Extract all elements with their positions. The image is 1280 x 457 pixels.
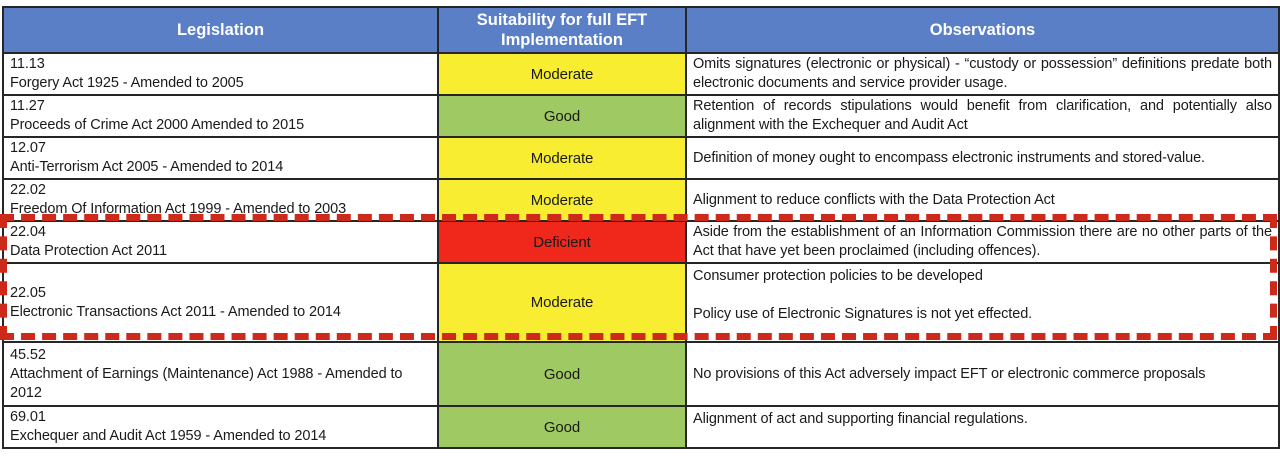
header-legislation: Legislation — [2, 6, 439, 54]
header-suitability: Suitability for full EFT Implementation — [437, 6, 687, 54]
legislation-cell: 45.52 Attachment of Earnings (Maintenanc… — [2, 341, 439, 407]
legislation-cell: 22.05 Electronic Transactions Act 2011 -… — [2, 262, 439, 343]
legislation-cell: 11.27 Proceeds of Crime Act 2000 Amended… — [2, 94, 439, 138]
table-row-highlighted: 22.04 Data Protection Act 2011 Deficient… — [2, 220, 1280, 264]
table-row: 45.52 Attachment of Earnings (Maintenanc… — [2, 341, 1280, 407]
rating-cell: Moderate — [437, 136, 687, 180]
rating-cell: Deficient — [437, 220, 687, 264]
rating-cell: Good — [437, 94, 687, 138]
rating-cell: Moderate — [437, 178, 687, 222]
table-row-highlighted: 22.05 Electronic Transactions Act 2011 -… — [2, 262, 1280, 343]
observation-cell: No provisions of this Act adversely impa… — [685, 341, 1280, 407]
legislation-suitability-table: Legislation Suitability for full EFT Imp… — [2, 6, 1280, 449]
legislation-cell: 22.02 Freedom Of Information Act 1999 - … — [2, 178, 439, 222]
legislation-cell: 22.04 Data Protection Act 2011 — [2, 220, 439, 264]
observation-cell: Omits signatures (electronic or physical… — [685, 52, 1280, 96]
observation-cell: Definition of money ought to encompass e… — [685, 136, 1280, 180]
legislation-cell: 69.01 Exchequer and Audit Act 1959 - Ame… — [2, 405, 439, 449]
table-row: 11.13 Forgery Act 1925 - Amended to 2005… — [2, 52, 1280, 96]
table-row: 12.07 Anti-Terrorism Act 2005 - Amended … — [2, 136, 1280, 180]
table-row: 69.01 Exchequer and Audit Act 1959 - Ame… — [2, 405, 1280, 449]
header-row: Legislation Suitability for full EFT Imp… — [2, 6, 1280, 54]
observation-cell: Retention of records stipulations would … — [685, 94, 1280, 138]
table-row: 22.02 Freedom Of Information Act 1999 - … — [2, 178, 1280, 222]
rating-cell: Moderate — [437, 52, 687, 96]
rating-cell: Moderate — [437, 262, 687, 343]
observation-cell: Alignment of act and supporting financia… — [685, 405, 1280, 449]
legislation-cell: 12.07 Anti-Terrorism Act 2005 - Amended … — [2, 136, 439, 180]
header-observations: Observations — [685, 6, 1280, 54]
observation-cell: Alignment to reduce conflicts with the D… — [685, 178, 1280, 222]
observation-cell: Aside from the establishment of an Infor… — [685, 220, 1280, 264]
legislation-cell: 11.13 Forgery Act 1925 - Amended to 2005 — [2, 52, 439, 96]
rating-cell: Good — [437, 405, 687, 449]
rating-cell: Good — [437, 341, 687, 407]
observation-cell: Consumer protection policies to be devel… — [685, 262, 1280, 343]
legislation-table-wrap: Legislation Suitability for full EFT Imp… — [2, 6, 1280, 449]
table-row: 11.27 Proceeds of Crime Act 2000 Amended… — [2, 94, 1280, 138]
